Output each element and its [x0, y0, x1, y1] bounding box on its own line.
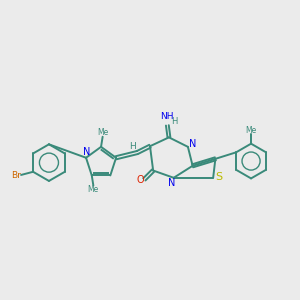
Text: NH: NH	[160, 112, 173, 121]
Text: Me: Me	[97, 128, 108, 137]
Text: H: H	[171, 117, 178, 126]
Text: N: N	[189, 139, 196, 149]
Text: N: N	[168, 178, 176, 188]
Text: Me: Me	[88, 185, 99, 194]
Text: H: H	[130, 142, 136, 151]
Text: O: O	[136, 175, 144, 185]
Text: N: N	[83, 147, 90, 157]
Text: S: S	[215, 172, 222, 182]
Text: Br: Br	[11, 171, 21, 180]
Text: Me: Me	[245, 126, 257, 135]
